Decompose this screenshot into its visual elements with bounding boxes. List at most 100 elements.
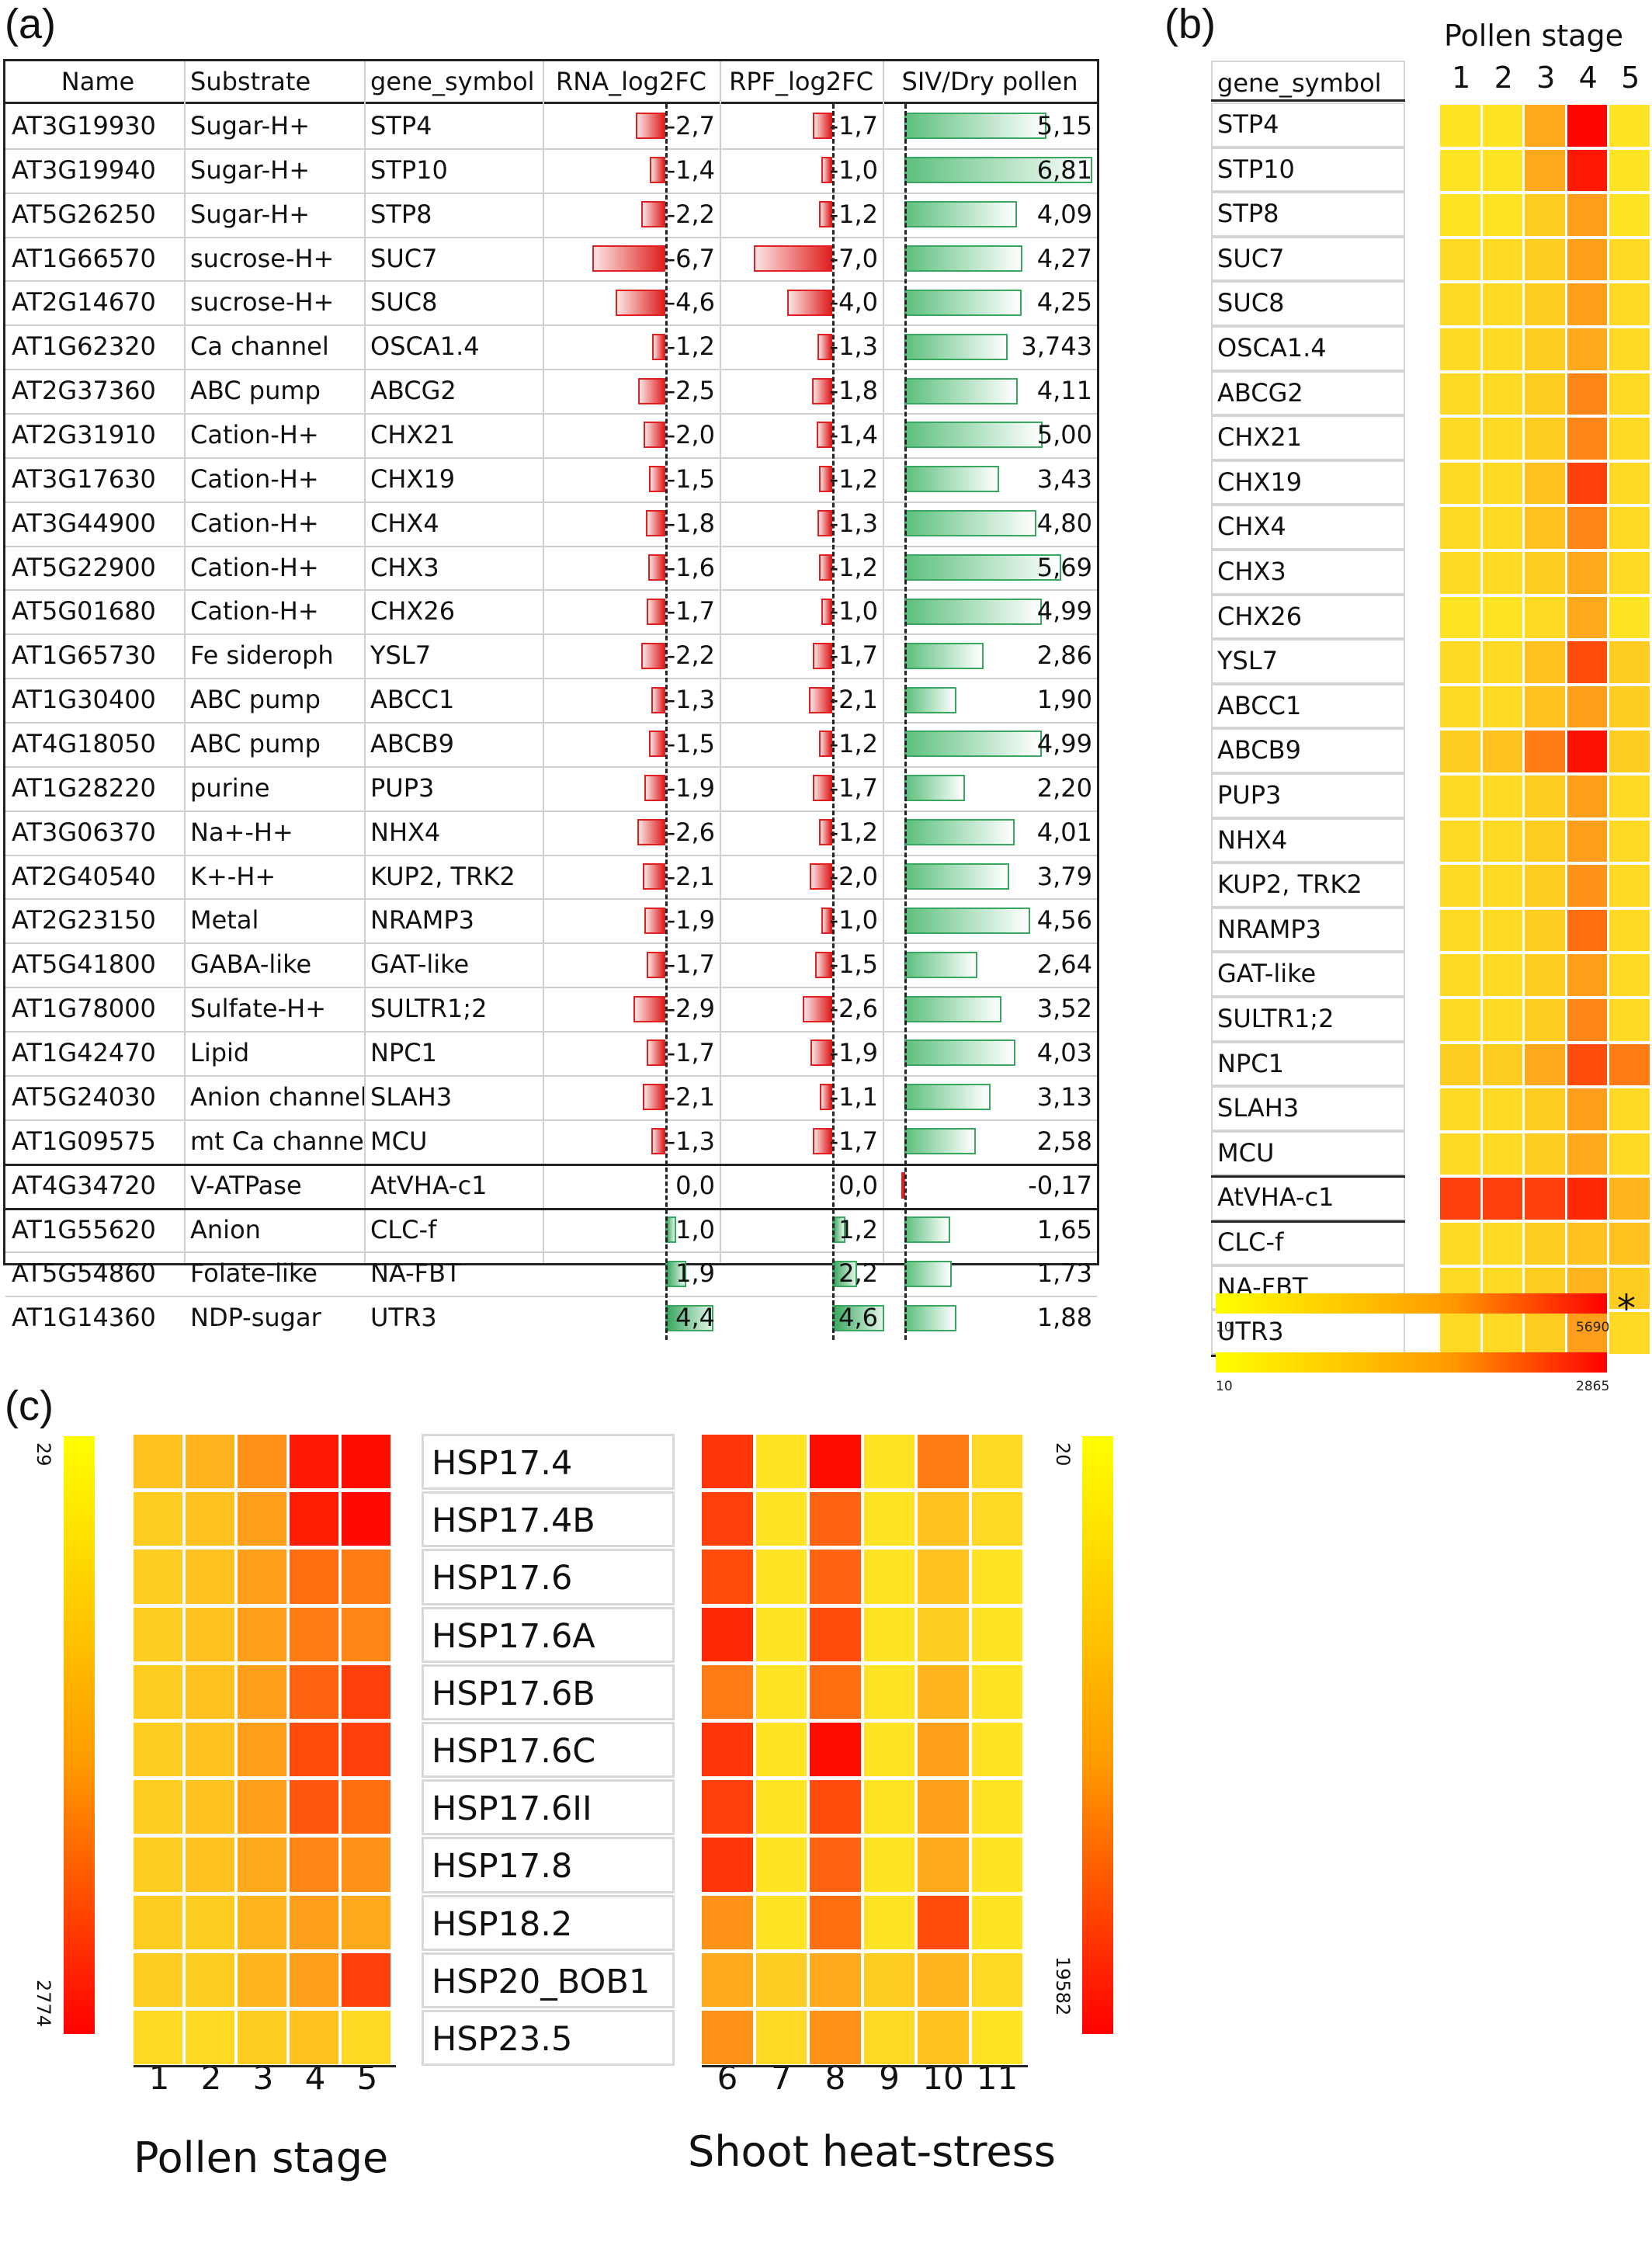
shoot-heatmap-cell (702, 1838, 753, 1892)
heatmap-cell (1482, 1043, 1522, 1086)
gene-label: MCU (1217, 1137, 1275, 1168)
table-cell: AT4G34720 (12, 1170, 156, 1200)
row-divider (5, 765, 1097, 768)
heatmap-cell (1525, 1178, 1565, 1220)
heatmap-cell (1567, 1088, 1607, 1130)
gene-box (1211, 192, 1405, 237)
bar-value: 6,81 (1036, 154, 1092, 185)
heatmap-cell (1482, 418, 1522, 460)
bar-value: 2,58 (1036, 1126, 1092, 1156)
gene-box (1211, 236, 1405, 282)
gene-box (1211, 639, 1405, 684)
bar-negative (641, 201, 665, 228)
legend-1-max: 5690 (1576, 1320, 1610, 1335)
heatmap-cell (1440, 865, 1480, 907)
bar-value: 4,6 (838, 1303, 878, 1333)
heatmap-cell (1440, 1088, 1480, 1130)
column-divider (720, 61, 721, 1263)
pollen-heatmap-cell (186, 1607, 234, 1661)
shoot-heatmap-cell (755, 1723, 807, 1777)
gene-label: NRAMP3 (1217, 914, 1322, 944)
bar-negative (818, 819, 832, 846)
table-cell: AT1G09575 (12, 1126, 156, 1156)
heatmap-cell (1525, 641, 1565, 683)
bar-value: 4,25 (1036, 287, 1092, 318)
panel-label-c: (c) (5, 1383, 54, 1429)
hsp-label: HSP20_BOB1 (422, 1952, 675, 2008)
bar-value: 4,27 (1036, 243, 1092, 273)
bar-value: 1,65 (1036, 1214, 1092, 1244)
shoot-heatmap-cell (918, 2011, 969, 2065)
stage-label: 4 (1578, 61, 1598, 95)
heatmap-cell (1482, 596, 1522, 639)
table-cell: AT3G19940 (12, 154, 156, 185)
table-row: AT1G62320 Ca channel OSCA1.4 -1,2 -1,3 3,743 (5, 325, 1097, 369)
heatmap-cell (1567, 776, 1607, 817)
column-divider (883, 61, 884, 1263)
heatmap-cell (1567, 373, 1607, 415)
column-header: Name (61, 67, 135, 96)
bar-value: -1,1 (829, 1081, 878, 1112)
table-row: AT2G14670 sucrose-H+ SUC8 -4,6 -4,0 4,25 (5, 280, 1097, 325)
pollen-heatmap-cell (238, 1550, 286, 1604)
heatmap-cell (1482, 909, 1522, 952)
table-row: AT5G22900 Cation-H+ CHX3 -1,6 -1,2 5,69 (5, 546, 1097, 590)
shoot-heatmap-cell (918, 1607, 969, 1661)
bar-positive (904, 598, 1043, 625)
shoot-heatmap-cell (971, 1550, 1022, 1604)
heatmap-cell (1567, 328, 1607, 370)
heatmap-cell (1482, 507, 1522, 549)
bar-value: -2,5 (666, 376, 715, 406)
shoot-heatmap-cell (971, 1780, 1022, 1834)
pollen-heatmap-cell (134, 1492, 182, 1546)
table-cell: Cation-H+ (190, 508, 319, 538)
row-divider (5, 325, 1097, 327)
heatmap-cell (1440, 596, 1480, 639)
shoot-heatmap-cell (702, 1492, 753, 1546)
shoot-heatmap-cell (863, 1723, 914, 1777)
pollen-heatmap-cell (186, 1492, 234, 1546)
gene-label: CHX4 (1217, 512, 1286, 542)
heatmap-cell (1482, 328, 1522, 370)
legend-bar-1 (1216, 1293, 1607, 1314)
heatmap-cell (1482, 1223, 1522, 1265)
bar-value: 2,64 (1036, 949, 1092, 980)
bar-value: -1,3 (829, 508, 878, 538)
table-cell: AT1G62320 (12, 331, 156, 362)
shoot-heatmap-cell (810, 1550, 861, 1604)
gene-box (1211, 862, 1405, 908)
hsp-label: HSP17.4 (422, 1434, 675, 1491)
bar-value: 0,0 (838, 1170, 878, 1200)
heatmap-cell (1567, 105, 1607, 147)
hsp-label: HSP17.6C (422, 1722, 675, 1779)
table-cell: AT3G44900 (12, 508, 156, 538)
pollen-heatmap-cell (186, 1952, 234, 2007)
heatmap-cell (1609, 373, 1650, 415)
gene-box (1211, 683, 1405, 729)
table-cell: NPC1 (370, 1038, 437, 1068)
shoot-heatmap-cell (918, 1435, 969, 1489)
hsp-label: HSP18.2 (422, 1894, 675, 1951)
bar-value: -1,3 (829, 331, 878, 362)
bar-negative (651, 1128, 665, 1155)
heatmap-cell (1609, 149, 1650, 192)
bar-positive (904, 731, 1043, 758)
pollen-heatmap-cell (290, 1780, 338, 1834)
shoot-heatmap-cell (702, 1723, 753, 1777)
row-divider (5, 722, 1097, 724)
pollen-heatmap-cell (134, 2011, 182, 2065)
table-cell: AT5G22900 (12, 552, 156, 582)
heatmap-cell (1525, 776, 1565, 817)
bar-value: -1,7 (666, 596, 715, 626)
gene-label: AtVHA-c1 (1217, 1182, 1334, 1213)
pollen-heatmap-cell (290, 1550, 338, 1604)
table-row: AT1G55620 Anion CLC-f 1,0 1,2 1,65 (5, 1208, 1097, 1252)
table-cell: AT1G28220 (12, 772, 156, 803)
gene-symbol-header: gene_symbol (1217, 68, 1382, 98)
heatmap-cell (1482, 194, 1522, 236)
heatmap-cell (1525, 418, 1565, 460)
table-cell: ABCC1 (370, 685, 455, 715)
table-cell: AT3G19930 (12, 111, 156, 141)
pollen-heatmap-cell (290, 1492, 338, 1546)
bar-value: 2,86 (1036, 640, 1092, 671)
